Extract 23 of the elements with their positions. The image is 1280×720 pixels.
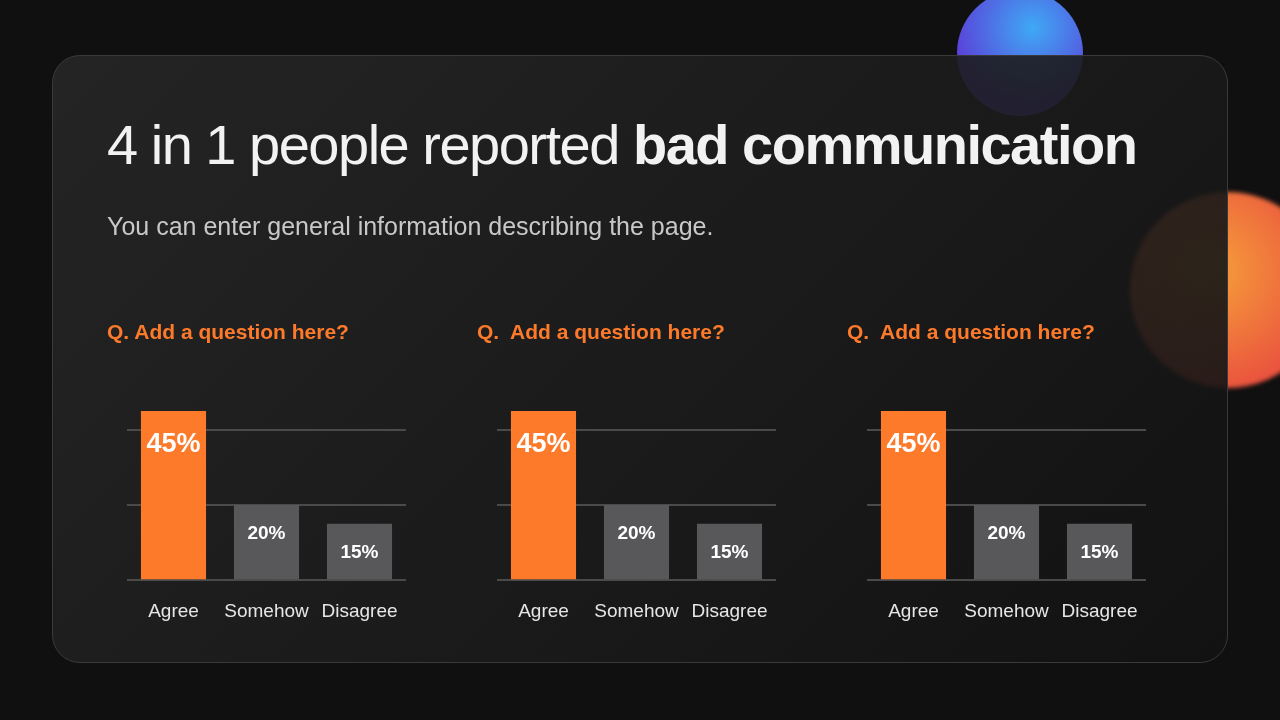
x-tick-label: Somehow [594, 599, 680, 621]
data-label: 45% [516, 428, 571, 459]
x-tick-label: Disagree [1061, 599, 1138, 621]
data-label: 20% [247, 522, 286, 544]
x-tick-label: Agree [518, 599, 569, 621]
text: 4 in 1 people reported bad communication [107, 113, 1137, 176]
chart-title: Q. Add a question here? [107, 320, 349, 344]
data-label: 15% [710, 541, 749, 563]
data-label: 20% [987, 522, 1026, 544]
data-label: 45% [886, 428, 941, 459]
chart-title: Q. Add a question here? [847, 320, 1095, 344]
x-tick-label: Somehow [224, 599, 310, 621]
data-label: 15% [340, 541, 379, 563]
data-label: 45% [146, 428, 201, 459]
data-label: 20% [617, 522, 656, 544]
data-label: 15% [1080, 541, 1119, 563]
chart-title: Q. Add a question here? [477, 320, 725, 344]
x-tick-label: Agree [888, 599, 939, 621]
x-tick-label: Disagree [691, 599, 768, 621]
x-tick-label: Disagree [321, 599, 398, 621]
x-tick-label: Agree [148, 599, 199, 621]
text: You can enter general information describing the page. [107, 212, 714, 241]
x-tick-label: Somehow [964, 599, 1050, 621]
